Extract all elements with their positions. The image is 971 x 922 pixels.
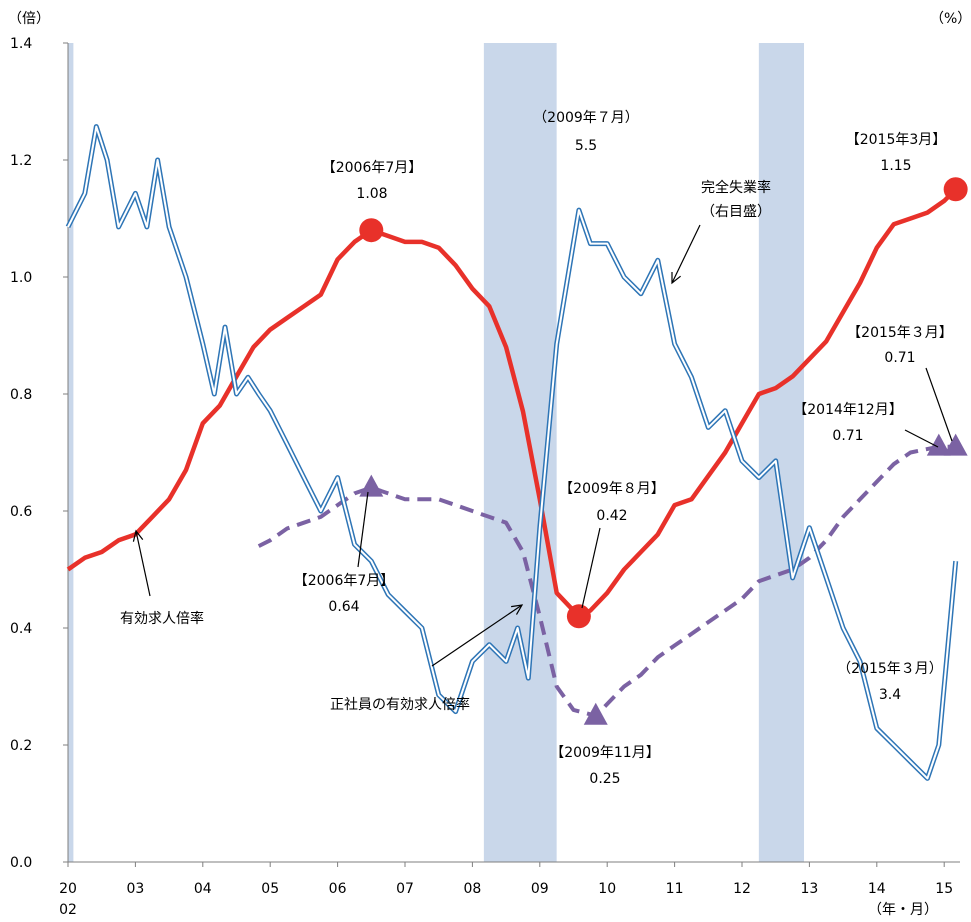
annotation-seishain-2009-line1: 【2009年11月】 [550, 745, 659, 761]
arrow-job-ratio-line [136, 531, 150, 596]
x-tick-label-5: 07 [396, 881, 414, 897]
annotation-seishain-2009-line2: 0.25 [589, 771, 620, 787]
annotation-trough-2009-line2: 0.42 [596, 508, 627, 524]
red-circle-marker-0 [359, 218, 383, 242]
annotation-latest-2015-line1: 【2015年3月】 [846, 132, 947, 148]
leader-seishain-2015 [926, 368, 952, 441]
x-tick-label-1: 03 [126, 881, 144, 897]
x-tick-label-13: 15 [935, 881, 953, 897]
y-ticks: 1.4 1.2 1.0 0.8 0.6 0.4 0.2 0.0 [10, 36, 68, 871]
annotation-ratio-label-line1: 有効求人倍率 [120, 610, 204, 627]
y-tick-label-0: 1.4 [10, 36, 32, 52]
x-tick-label-6: 08 [463, 881, 481, 897]
annotation-latest-2015-line2: 1.15 [880, 158, 911, 174]
x-axis-unit: （年・月） [868, 902, 938, 918]
right-axis-unit: （%） [930, 11, 971, 27]
y-tick-label-6: 0.2 [10, 738, 32, 754]
leader-seishain-2014 [905, 430, 938, 447]
annotation-unemp-label-line1: 完全失業率 [701, 179, 771, 196]
x-tick-label-12: 14 [868, 881, 886, 897]
arrow-unemployment-line [672, 225, 700, 283]
left-axis-unit: （倍） [8, 11, 50, 27]
x-tick-label-11: 13 [800, 881, 818, 897]
annotation-unemp-label-line2: （右目盛） [701, 204, 771, 220]
y-tick-label-1: 1.2 [10, 153, 32, 169]
x-tick-label-3: 05 [261, 881, 279, 897]
recession-band-2 [759, 43, 804, 862]
x-tick-label-7: 09 [531, 881, 549, 897]
annotation-unemp-2015-line1: （2015年３月） [837, 661, 943, 677]
purple-triangle-marker-0 [359, 475, 383, 497]
x-tick-label-4: 06 [329, 881, 347, 897]
y-tick-label-7: 0.0 [10, 855, 32, 871]
y-tick-label-5: 0.4 [10, 621, 32, 637]
annotation-seishain-2014-line1: 【2014年12月】 [793, 402, 902, 418]
y-tick-label-2: 1.0 [10, 270, 32, 286]
x-tick-sublabel-0: 02 [59, 902, 77, 918]
annotation-trough-2009-line1: 【2009年８月】 [559, 481, 665, 497]
annotation-seishain-label-line1: 正社員の有効求人倍率 [330, 696, 470, 713]
annotation-seishain-2006-line1: 【2006年7月】 [294, 573, 395, 589]
red-circle-marker-2 [944, 177, 968, 201]
recession-bands [68, 43, 804, 862]
x-ticks: 20 02 03 04 05 06 07 08 09 10 11 12 13 14 15 [59, 862, 953, 918]
annotation-peak-2006-line1: 【2006年7月】 [322, 160, 423, 176]
annotation-unemp-2009-line2: 5.5 [575, 138, 597, 154]
x-tick-label-0: 20 [59, 881, 77, 897]
recession-band-0 [68, 43, 73, 862]
x-tick-label-2: 04 [194, 881, 212, 897]
x-tick-label-9: 11 [666, 881, 684, 897]
annotation-peak-2006-line2: 1.08 [356, 186, 387, 202]
annotation-unemp-2009-line1: （2009年７月） [533, 110, 639, 126]
x-tick-label-8: 10 [598, 881, 616, 897]
leader-trough-2009 [582, 528, 600, 608]
purple-triangle-marker-3 [944, 434, 968, 456]
annotation-unemp-2015-line2: 3.4 [879, 687, 901, 703]
annotation-seishain-2015-line1: 【2015年３月】 [847, 325, 953, 341]
red-circle-marker-1 [567, 604, 591, 628]
annotation-seishain-2006-line2: 0.64 [328, 599, 359, 615]
y-tick-label-3: 0.8 [10, 387, 32, 403]
annotation-seishain-2015-line2: 0.71 [884, 350, 915, 366]
y-tick-label-4: 0.6 [10, 504, 32, 520]
annotation-seishain-2014-line2: 0.71 [832, 428, 863, 444]
x-tick-label-10: 12 [733, 881, 751, 897]
